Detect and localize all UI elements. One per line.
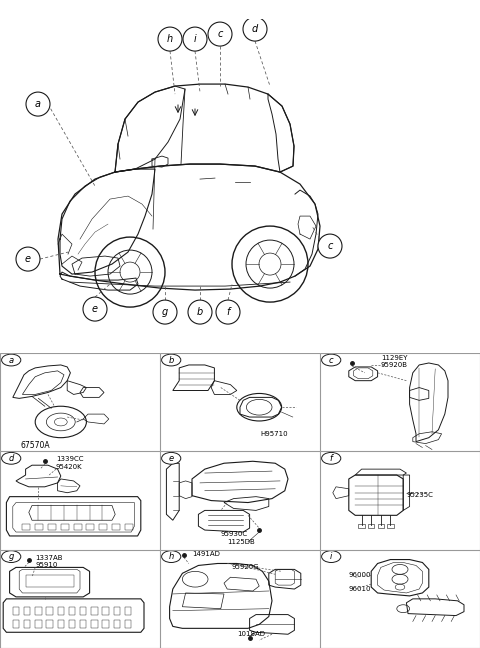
- Text: c: c: [327, 241, 333, 251]
- Text: e: e: [25, 254, 31, 264]
- Text: b: b: [168, 356, 174, 365]
- Circle shape: [153, 300, 177, 324]
- Text: h: h: [168, 552, 174, 561]
- Text: g: g: [9, 552, 14, 561]
- Text: f: f: [226, 307, 230, 317]
- Text: a: a: [35, 99, 41, 109]
- Text: 95420K: 95420K: [56, 464, 83, 470]
- Text: d: d: [252, 24, 258, 34]
- Circle shape: [1, 551, 21, 562]
- Circle shape: [26, 92, 50, 116]
- Bar: [320, 550, 480, 648]
- Text: a: a: [9, 356, 14, 365]
- Text: h: h: [167, 34, 173, 44]
- Circle shape: [216, 300, 240, 324]
- Bar: [0, 550, 160, 648]
- Text: 1125DB: 1125DB: [227, 539, 255, 545]
- Circle shape: [162, 551, 181, 562]
- Circle shape: [16, 247, 40, 271]
- Text: 95910: 95910: [35, 562, 58, 568]
- Bar: [160, 452, 320, 550]
- Circle shape: [162, 354, 181, 366]
- Text: c: c: [217, 29, 223, 39]
- Text: H95710: H95710: [261, 431, 288, 437]
- Text: i: i: [193, 34, 196, 44]
- Circle shape: [188, 300, 212, 324]
- Text: 96000: 96000: [349, 572, 372, 578]
- Text: 95235C: 95235C: [407, 492, 433, 498]
- Text: e: e: [168, 454, 174, 463]
- Text: 1491AD: 1491AD: [192, 551, 220, 557]
- Circle shape: [83, 297, 107, 321]
- Text: 67570A: 67570A: [20, 441, 50, 450]
- Text: 95920B: 95920B: [381, 362, 408, 368]
- Circle shape: [183, 27, 207, 51]
- Text: g: g: [162, 307, 168, 317]
- Text: c: c: [329, 356, 334, 365]
- Circle shape: [162, 452, 181, 464]
- Text: 96010: 96010: [349, 586, 372, 592]
- Circle shape: [158, 27, 182, 51]
- Text: 1018AD: 1018AD: [237, 631, 265, 637]
- Bar: [160, 550, 320, 648]
- Circle shape: [243, 17, 267, 41]
- Text: 95930C: 95930C: [221, 531, 248, 537]
- Circle shape: [1, 354, 21, 366]
- Circle shape: [318, 234, 342, 258]
- Circle shape: [322, 354, 341, 366]
- Bar: [320, 353, 480, 452]
- Text: i: i: [330, 552, 332, 561]
- Bar: [0, 452, 160, 550]
- Text: 1337AB: 1337AB: [35, 555, 63, 561]
- Text: 1129EY: 1129EY: [381, 355, 408, 361]
- Circle shape: [208, 22, 232, 46]
- Bar: [0, 353, 160, 452]
- Bar: [160, 353, 320, 452]
- Text: e: e: [92, 304, 98, 314]
- Text: f: f: [330, 454, 333, 463]
- Bar: [320, 452, 480, 550]
- Text: 1339CC: 1339CC: [56, 456, 84, 462]
- Circle shape: [1, 452, 21, 464]
- Circle shape: [322, 452, 341, 464]
- Circle shape: [322, 551, 341, 562]
- Text: b: b: [197, 307, 203, 317]
- Text: 95920G: 95920G: [232, 564, 260, 570]
- Text: d: d: [9, 454, 14, 463]
